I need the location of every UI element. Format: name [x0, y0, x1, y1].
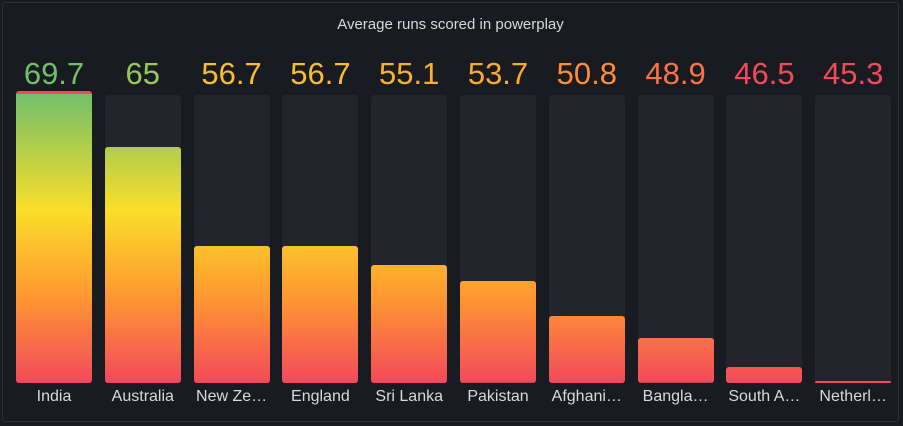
category-label: New Ze…	[196, 388, 268, 405]
category-label: Sri Lanka	[375, 388, 443, 405]
bar-track	[726, 95, 803, 383]
value-label: 55.1	[379, 56, 440, 91]
value-label: 48.9	[645, 56, 706, 91]
category-label: England	[291, 388, 350, 405]
value-label: 53.7	[467, 56, 529, 91]
value-label: 46.5	[734, 56, 795, 91]
category-label: Netherl…	[819, 388, 887, 405]
category-label: Australia	[111, 388, 174, 405]
value-label: 56.7	[201, 56, 262, 91]
bar-netherlands[interactable]	[815, 381, 892, 383]
bar-england[interactable]	[282, 245, 359, 383]
category-label: Pakistan	[467, 388, 529, 405]
category-label: South A…	[728, 388, 801, 405]
bar-track	[637, 95, 714, 383]
bar-pakistan[interactable]	[460, 281, 536, 383]
bar-india[interactable]	[16, 91, 92, 383]
category-label: Afghani…	[551, 388, 622, 405]
bar-afghanistan[interactable]	[548, 315, 625, 383]
value-label: 69.7	[23, 56, 85, 91]
bar-track	[815, 95, 892, 383]
bar-new-zealand[interactable]	[193, 245, 270, 383]
bar-australia[interactable]	[104, 146, 181, 383]
value-label: 56.7	[290, 56, 351, 91]
category-label: India	[36, 388, 72, 405]
panel-title: Average runs scored in powerplay	[337, 16, 564, 33]
value-label: 45.3	[823, 56, 884, 91]
value-label: 65	[125, 56, 161, 91]
bar-sri-lanka[interactable]	[371, 264, 448, 383]
bar-south-africa[interactable]	[726, 366, 803, 383]
bar-bangladesh[interactable]	[637, 338, 714, 383]
category-label: Bangla…	[642, 388, 709, 405]
value-label: 50.8	[556, 56, 617, 91]
